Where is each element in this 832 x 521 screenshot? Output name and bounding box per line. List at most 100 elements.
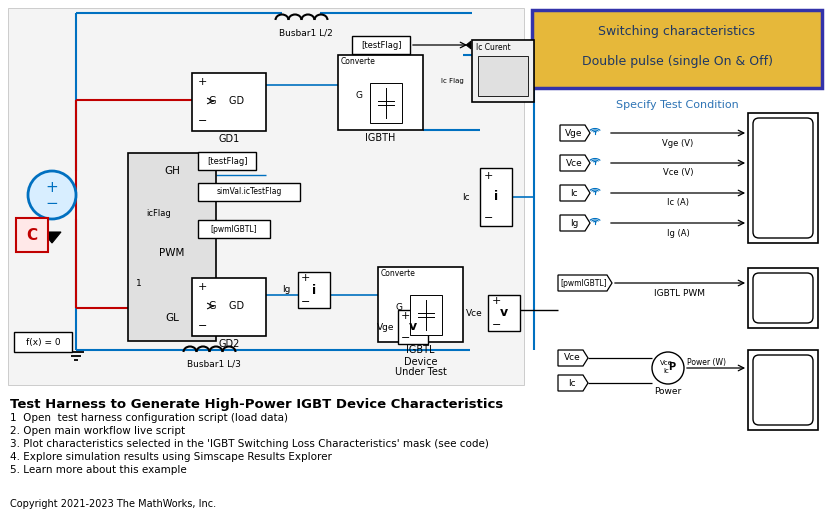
Bar	[192, 73, 266, 131]
Polygon shape	[560, 155, 590, 171]
Bar	[478, 56, 528, 96]
Text: Vce: Vce	[660, 360, 672, 366]
Text: IGBTL: IGBTL	[406, 345, 435, 355]
Text: −: −	[198, 321, 207, 331]
Text: G: G	[356, 91, 363, 100]
Text: −: −	[492, 320, 502, 330]
Text: +: +	[198, 282, 207, 292]
Text: Power: Power	[655, 388, 681, 396]
Text: Ic: Ic	[663, 368, 669, 374]
Text: v: v	[409, 320, 417, 333]
Text: Switching characteristics: Switching characteristics	[598, 26, 755, 39]
Bar	[16, 218, 48, 252]
Polygon shape	[558, 350, 588, 366]
Text: GL: GL	[165, 313, 179, 323]
Text: Converte: Converte	[341, 56, 376, 66]
Text: G: G	[396, 303, 403, 312]
Text: 1: 1	[136, 279, 141, 288]
Text: PWM: PWM	[159, 248, 185, 258]
Text: [pwmIGBTL]: [pwmIGBTL]	[210, 225, 257, 233]
Text: Under Test: Under Test	[394, 367, 447, 377]
Text: Ig: Ig	[570, 218, 578, 228]
Bar	[198, 152, 256, 170]
Bar	[398, 310, 428, 344]
FancyBboxPatch shape	[753, 355, 813, 425]
Text: +: +	[198, 77, 207, 87]
Text: Power (W): Power (W)	[687, 358, 726, 367]
Text: IGBTL PWM: IGBTL PWM	[655, 289, 706, 297]
Circle shape	[652, 352, 684, 384]
Bar	[370, 83, 402, 123]
Bar	[748, 268, 818, 328]
Text: [testFlag]: [testFlag]	[361, 41, 401, 49]
Text: Vge: Vge	[377, 322, 394, 331]
Text: i: i	[494, 191, 498, 204]
Text: GH: GH	[164, 166, 180, 176]
Text: Vce: Vce	[563, 354, 581, 363]
Text: icFlag: icFlag	[146, 208, 171, 217]
Polygon shape	[560, 215, 590, 231]
Text: Converte: Converte	[381, 268, 416, 278]
Text: Double pulse (single On & Off): Double pulse (single On & Off)	[582, 56, 772, 68]
Text: −: −	[401, 333, 410, 343]
Text: GD1: GD1	[218, 134, 240, 144]
Bar	[14, 332, 72, 352]
Bar	[192, 278, 266, 336]
Polygon shape	[466, 41, 471, 49]
Text: Vge: Vge	[565, 129, 582, 138]
Bar	[128, 153, 216, 341]
Text: GD2: GD2	[218, 339, 240, 349]
Text: C: C	[27, 228, 37, 242]
Text: v: v	[500, 306, 508, 319]
Text: G    GD: G GD	[210, 96, 245, 106]
Text: −: −	[46, 195, 58, 210]
Bar	[410, 295, 442, 335]
FancyBboxPatch shape	[753, 273, 813, 323]
Text: Ic Flag: Ic Flag	[441, 78, 464, 84]
Bar	[532, 10, 822, 88]
Text: Vce: Vce	[566, 158, 582, 167]
FancyBboxPatch shape	[753, 118, 813, 238]
Bar	[480, 168, 512, 226]
Text: i: i	[312, 283, 316, 296]
Text: Ic: Ic	[463, 192, 470, 202]
Text: 5. Learn more about this example: 5. Learn more about this example	[10, 465, 186, 475]
Text: Test Harness to Generate High-Power IGBT Device Characteristics: Test Harness to Generate High-Power IGBT…	[10, 398, 503, 411]
Text: Busbar1 L/3: Busbar1 L/3	[187, 359, 241, 368]
Text: Ic Curent: Ic Curent	[476, 43, 511, 52]
Bar	[352, 36, 410, 54]
Text: [testFlag]: [testFlag]	[206, 156, 247, 166]
Text: [pwmIGBTL]: [pwmIGBTL]	[561, 279, 607, 288]
Circle shape	[28, 171, 76, 219]
Text: Specify Test Condition: Specify Test Condition	[616, 100, 738, 110]
Text: G    GD: G GD	[210, 301, 245, 311]
Text: P: P	[668, 362, 676, 372]
Bar	[8, 8, 524, 385]
Text: Ic: Ic	[570, 189, 577, 197]
Text: +: +	[401, 311, 410, 321]
Text: Vce (V): Vce (V)	[663, 168, 693, 178]
Text: Device: Device	[404, 357, 438, 367]
Text: simVal.icTestFlag: simVal.icTestFlag	[216, 188, 282, 196]
Bar	[198, 183, 300, 201]
Bar	[472, 40, 534, 102]
Text: 4. Explore simulation results using Simscape Results Explorer: 4. Explore simulation results using Sims…	[10, 452, 332, 462]
Text: 3. Plot characteristics selected in the 'IGBT Switching Loss Characteristics' ma: 3. Plot characteristics selected in the …	[10, 439, 489, 449]
Text: Ic (A): Ic (A)	[667, 199, 689, 207]
Text: Busbar1 L/2: Busbar1 L/2	[279, 29, 333, 38]
Text: Vge (V): Vge (V)	[662, 139, 694, 147]
Text: Copyright 2021-2023 The MathWorks, Inc.: Copyright 2021-2023 The MathWorks, Inc.	[10, 499, 216, 509]
Text: f(x) = 0: f(x) = 0	[26, 338, 60, 346]
Text: +: +	[484, 171, 493, 181]
Polygon shape	[560, 125, 590, 141]
Bar	[378, 267, 463, 342]
Bar	[748, 113, 818, 243]
Text: Vce: Vce	[466, 308, 483, 317]
Text: Ig: Ig	[282, 286, 290, 294]
Text: +: +	[492, 296, 502, 306]
Text: IGBTH: IGBTH	[365, 133, 396, 143]
Text: 1  Open  test harness configuration script (load data): 1 Open test harness configuration script…	[10, 413, 288, 423]
Bar	[748, 350, 818, 430]
Bar	[298, 272, 330, 308]
Polygon shape	[558, 375, 588, 391]
